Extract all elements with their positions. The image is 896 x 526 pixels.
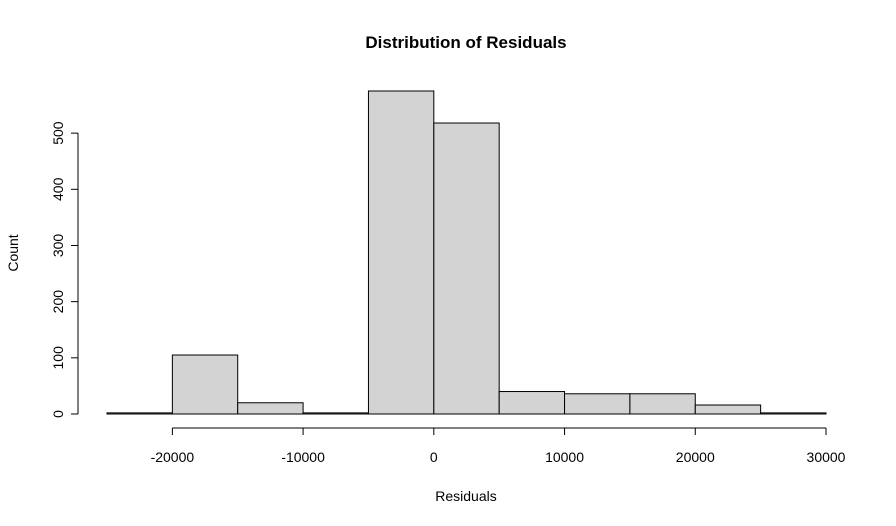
y-tick-label: 300: [50, 234, 66, 258]
x-axis-label: Residuals: [435, 488, 496, 504]
histogram-bar: [302, 412, 369, 415]
histogram-bar: [760, 412, 827, 415]
y-axis-ticks: 0 100 200 300 400 500: [50, 121, 78, 418]
x-tick-label: 30000: [807, 449, 846, 465]
y-tick-label: 100: [50, 346, 66, 370]
x-tick-label: 20000: [676, 449, 715, 465]
histogram-bar: [433, 122, 500, 415]
histogram-bar: [694, 404, 762, 415]
histogram-bar: [171, 354, 239, 415]
y-tick-label: 200: [50, 290, 66, 314]
y-axis-label: Count: [5, 234, 21, 271]
chart-title: Distribution of Residuals: [365, 33, 566, 52]
y-tick-label: 0: [50, 410, 66, 418]
x-tick-label: -20000: [151, 449, 195, 465]
histogram-bar: [564, 393, 631, 415]
y-tick-label: 500: [50, 121, 66, 145]
x-tick-label: -10000: [281, 449, 325, 465]
histogram-bar: [106, 412, 173, 415]
histogram-bar: [367, 90, 435, 415]
x-tick-label: 0: [430, 449, 438, 465]
histogram-bar: [237, 402, 304, 415]
y-tick-label: 400: [50, 177, 66, 201]
histogram-bar: [629, 393, 696, 415]
x-tick-label: 10000: [545, 449, 584, 465]
x-axis-ticks: -20000 -10000 0 10000 20000 30000: [151, 428, 846, 465]
histogram-bars: [106, 90, 827, 415]
histogram-bar: [498, 391, 566, 415]
